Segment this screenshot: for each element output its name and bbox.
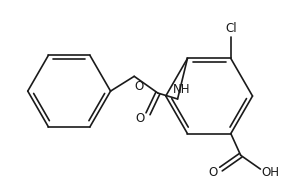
Text: NH: NH: [173, 83, 190, 96]
Text: O: O: [134, 80, 144, 93]
Text: Cl: Cl: [225, 22, 237, 35]
Text: O: O: [209, 166, 218, 179]
Text: O: O: [136, 112, 145, 125]
Text: OH: OH: [261, 166, 279, 179]
